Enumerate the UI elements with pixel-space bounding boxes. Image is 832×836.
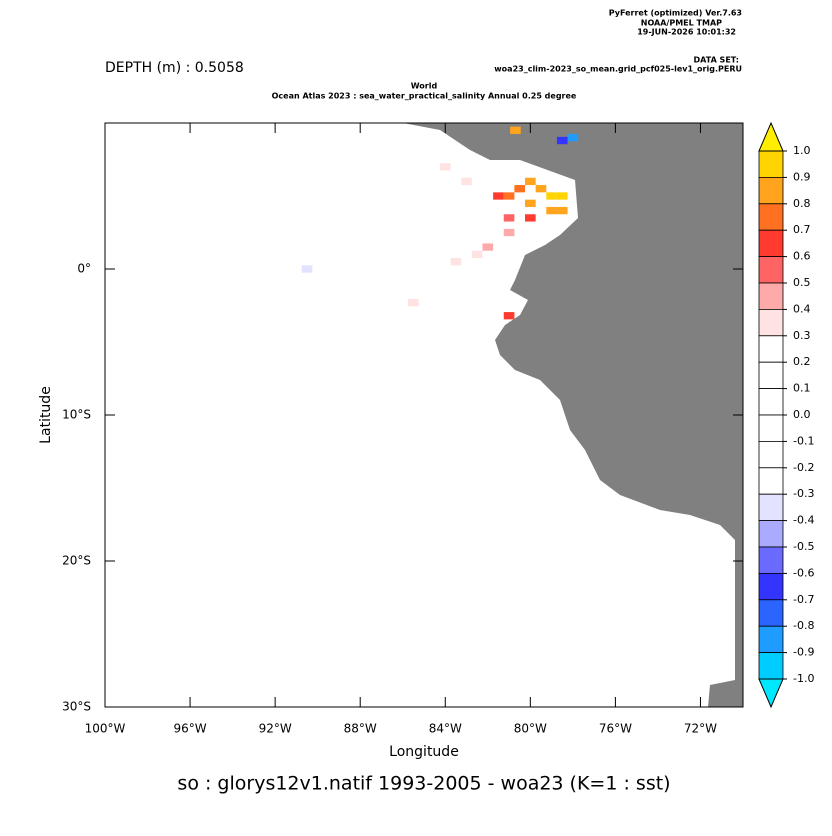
x-tick-label: 80°W bbox=[514, 722, 547, 736]
colorbar-band bbox=[758, 440, 784, 469]
data-cell bbox=[503, 192, 515, 200]
colorbar-band bbox=[758, 335, 784, 363]
x-tick-label: 92°W bbox=[259, 722, 292, 736]
data-cell bbox=[535, 185, 547, 193]
colorbar-tick-label: 0.8 bbox=[793, 197, 811, 210]
colorbar-band bbox=[758, 308, 784, 337]
y-tick-label: 0° bbox=[77, 262, 91, 276]
colorbar-tick-label: 0.7 bbox=[793, 223, 811, 236]
colorbar-tick-label: 1.0 bbox=[793, 144, 811, 157]
colorbar-tick-label: -0.5 bbox=[793, 540, 814, 553]
data-cell bbox=[546, 206, 557, 215]
colorbar-band bbox=[758, 652, 784, 680]
colorbar-band bbox=[758, 520, 784, 548]
x-tick-label: 100°W bbox=[85, 722, 126, 736]
dataset: woa23_clim-2023_so_mean.grid_pcf025-lev1… bbox=[494, 65, 742, 74]
colorbar-tick-label: -0.8 bbox=[793, 619, 814, 632]
data-cell bbox=[556, 192, 568, 200]
data-cell bbox=[503, 228, 515, 237]
colorbar-band bbox=[758, 361, 784, 390]
colorbar-tick-label: 0.6 bbox=[793, 250, 811, 263]
map-area: 100°W 96°W 92°W 88°W 84°W 80°W 76°W 72°W 0° 10°S 2… bbox=[62, 122, 744, 736]
x-axis-label: Longitude bbox=[389, 744, 459, 760]
colorbar-band bbox=[758, 599, 784, 627]
y-tick-label: 20°S bbox=[62, 554, 91, 568]
data-cell bbox=[493, 192, 504, 200]
colorbar-band bbox=[758, 282, 784, 310]
y-tick-label: 30°S bbox=[62, 700, 91, 714]
data-cell bbox=[525, 199, 536, 207]
data-cell bbox=[301, 265, 313, 273]
y-axis-label: Latitude bbox=[38, 386, 54, 444]
x-tick-label: 96°W bbox=[173, 722, 206, 736]
colorbar-tick-label: 0.0 bbox=[793, 408, 811, 421]
data-cell bbox=[525, 214, 536, 222]
x-tick-label: 88°W bbox=[344, 722, 377, 736]
colorbar-tick-label: -0.4 bbox=[793, 514, 814, 527]
colorbar-tick-label: 0.2 bbox=[793, 355, 811, 368]
colorbar-band bbox=[758, 256, 784, 284]
x-tick-label: 76°W bbox=[599, 722, 632, 736]
header-line: 19-JUN-2026 10:01:32 bbox=[637, 28, 736, 37]
colorbar-tick-label: -0.1 bbox=[793, 434, 814, 447]
data-cell bbox=[408, 298, 419, 307]
colorbar-band bbox=[758, 388, 784, 416]
colorbar-band bbox=[758, 467, 784, 495]
x-tick-label: 84°W bbox=[429, 722, 462, 736]
colorbar-tick-label: -0.6 bbox=[793, 566, 814, 579]
colorbar-band bbox=[758, 414, 784, 442]
colorbar-tick-label: -0.9 bbox=[793, 646, 814, 659]
colorbar-tick-label: -0.2 bbox=[793, 461, 814, 474]
colorbar-band bbox=[758, 176, 784, 205]
data-cell bbox=[546, 192, 557, 200]
caption: so : glorys12v1.natif 1993-2005 - woa23 … bbox=[177, 773, 670, 795]
data-cell bbox=[439, 163, 451, 171]
colorbar-tick-label: -1.0 bbox=[793, 672, 814, 685]
chart-subtitle: Ocean Atlas 2023 : sea_water_practical_s… bbox=[272, 92, 577, 101]
colorbar-tick-label: 0.1 bbox=[793, 382, 811, 395]
header-line: NOAA/PMEL TMAP bbox=[641, 19, 722, 28]
colorbar-tick-label: 0.3 bbox=[793, 329, 811, 342]
data-cell bbox=[482, 243, 494, 251]
dataset-label: DATA SET: bbox=[694, 56, 739, 65]
colorbar-band bbox=[758, 229, 784, 257]
land bbox=[403, 123, 743, 707]
colorbar-band bbox=[758, 150, 784, 178]
header-line: PyFerret (optimized) Ver.7.63 bbox=[609, 9, 742, 18]
y-tick-label: 10°S bbox=[62, 408, 91, 422]
colorbar-band bbox=[758, 625, 784, 654]
depth-label: DEPTH (m) : 0.5058 bbox=[105, 60, 244, 76]
data-cell bbox=[514, 185, 526, 193]
colorbar-tick-label: -0.3 bbox=[793, 487, 814, 500]
colorbar-band bbox=[758, 573, 784, 601]
data-cell bbox=[525, 177, 536, 186]
colorbar: 1.0 0.9 0.8 0.7 0.6 0.5 0.4 0.3 0.2 0.1 0.0 -0.1 -0.… bbox=[758, 121, 814, 709]
data-cell bbox=[567, 133, 579, 142]
colorbar-tick-label: 0.9 bbox=[793, 170, 811, 183]
colorbar-under bbox=[758, 678, 784, 709]
data-cell bbox=[471, 250, 483, 259]
x-tick-label: 72°W bbox=[684, 722, 717, 736]
colorbar-tick-label: 0.4 bbox=[793, 302, 811, 315]
colorbar-band bbox=[758, 493, 784, 522]
data-cell bbox=[503, 214, 515, 222]
data-cell bbox=[461, 177, 472, 186]
data-cell bbox=[503, 312, 515, 320]
colorbar-over bbox=[758, 121, 784, 152]
colorbar-tick-label: 0.5 bbox=[793, 276, 811, 289]
data-cell bbox=[510, 126, 521, 134]
data-cell bbox=[556, 136, 568, 145]
data-cell bbox=[450, 258, 462, 266]
data-cell bbox=[556, 206, 568, 215]
colorbar-band bbox=[758, 546, 784, 574]
colorbar-band bbox=[758, 203, 784, 231]
chart-title: World bbox=[411, 82, 438, 91]
colorbar-tick-label: -0.7 bbox=[793, 593, 814, 606]
